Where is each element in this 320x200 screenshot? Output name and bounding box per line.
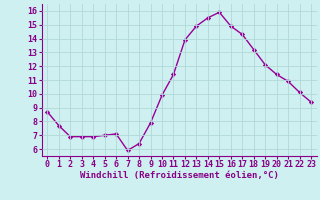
X-axis label: Windchill (Refroidissement éolien,°C): Windchill (Refroidissement éolien,°C): [80, 171, 279, 180]
